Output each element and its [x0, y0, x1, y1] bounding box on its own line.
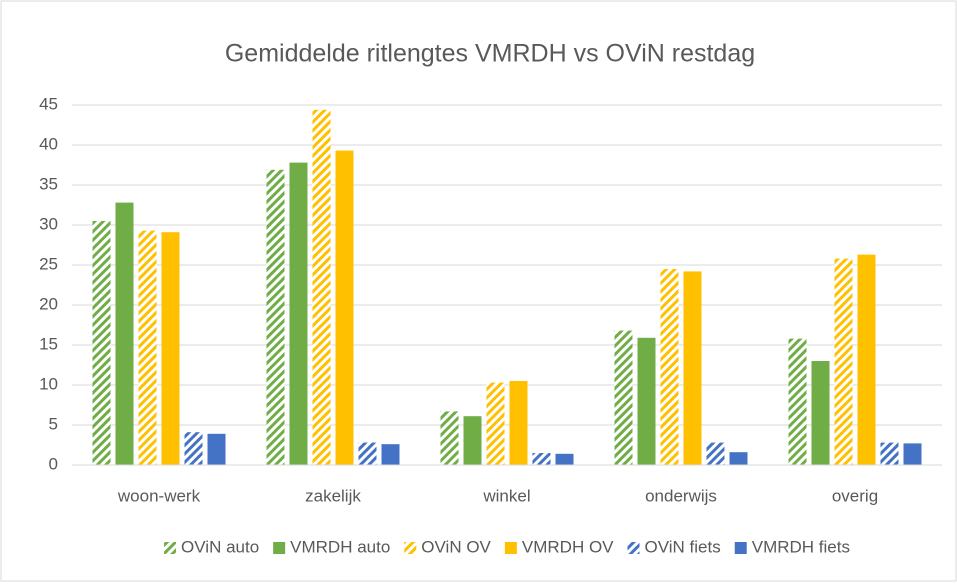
bar: [729, 452, 748, 465]
legend-swatch: [273, 542, 286, 554]
y-tick-label: 30: [39, 214, 58, 233]
bar: [683, 271, 702, 465]
legend-swatch: [734, 542, 747, 554]
y-tick-label: 15: [39, 334, 58, 353]
x-tick-label: woon-werk: [117, 486, 201, 505]
y-tick-label: 35: [39, 174, 58, 193]
bar: [381, 444, 400, 465]
x-tick-label: overig: [832, 486, 878, 505]
legend-label: OViN fiets: [645, 537, 721, 556]
legend-label: OViN auto: [181, 537, 259, 556]
bar: [138, 230, 157, 465]
chart-title: Gemiddelde ritlengtes VMRDH vs OViN rest…: [225, 40, 755, 68]
bar: [788, 338, 807, 465]
bar: [857, 254, 876, 465]
bar: [532, 453, 551, 465]
bar: [811, 361, 830, 465]
bar: [660, 269, 679, 465]
bar: [184, 432, 203, 465]
bar: [706, 442, 725, 465]
bar: [440, 411, 459, 465]
bar: [358, 442, 377, 465]
bar: [509, 381, 528, 465]
legend-label: OViN OV: [421, 537, 491, 556]
bar: [880, 442, 899, 465]
y-tick-label: 5: [49, 414, 58, 433]
bar: [637, 337, 656, 465]
legend-swatch: [504, 542, 517, 554]
legend-swatch: [164, 542, 177, 554]
legend-label: VMRDH OV: [522, 537, 614, 556]
y-tick-label: 25: [39, 254, 58, 273]
x-tick-label: winkel: [482, 486, 530, 505]
y-tick-label: 0: [49, 454, 58, 473]
y-tick-label: 40: [39, 134, 58, 153]
x-tick-label: onderwijs: [645, 486, 717, 505]
legend: OViN auto VMRDH auto OViN OV VMRDH OV OViN f…: [164, 537, 850, 556]
bar: [207, 433, 226, 465]
x-tick-label: zakelijk: [305, 486, 361, 505]
bar: [614, 330, 633, 465]
bar: [903, 443, 922, 465]
bar: [486, 382, 505, 465]
bar: [463, 416, 482, 465]
y-tick-label: 45: [39, 94, 58, 113]
legend-swatch: [627, 542, 640, 554]
bar: [266, 169, 285, 466]
legend-label: VMRDH fiets: [752, 537, 850, 556]
bar: [312, 109, 331, 466]
bar: [161, 232, 180, 465]
y-tick-label: 10: [39, 374, 58, 393]
bar: [555, 453, 574, 465]
bar: [289, 162, 308, 465]
bar: [335, 150, 354, 465]
legend-swatch: [404, 542, 417, 554]
bar: [115, 202, 134, 465]
y-tick-label: 20: [39, 294, 58, 313]
bar: [834, 258, 853, 465]
bar: [92, 221, 111, 465]
legend-label: VMRDH auto: [290, 537, 390, 556]
